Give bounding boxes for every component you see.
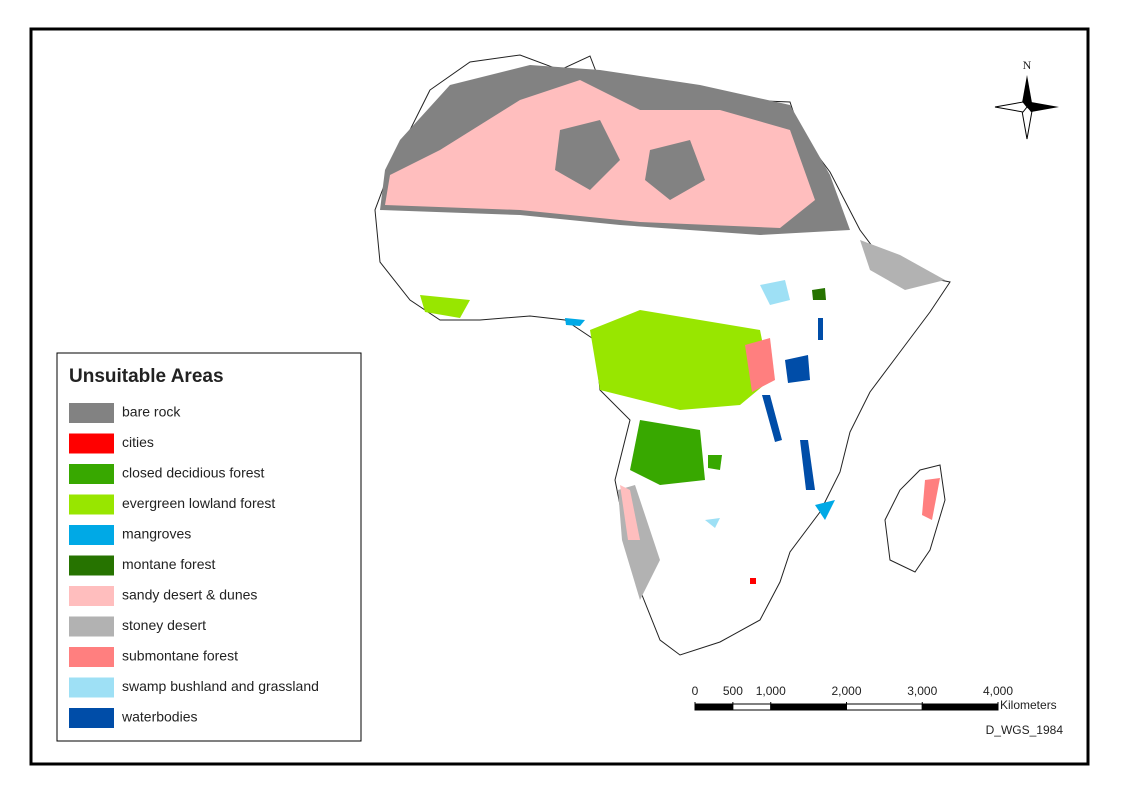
land-cover-patch (760, 280, 790, 305)
land-cover-patch (818, 318, 823, 340)
north-label: N (1023, 58, 1032, 72)
land-cover-patch (750, 578, 756, 584)
legend-label: evergreen lowland forest (122, 495, 275, 511)
land-cover-patch (565, 318, 585, 326)
land-cover (380, 65, 945, 600)
legend-label: montane forest (122, 556, 215, 572)
land-cover-patch (762, 395, 782, 442)
legend-label: sandy desert & dunes (122, 587, 257, 603)
land-cover-patch (860, 240, 945, 290)
land-cover-patch (590, 310, 770, 410)
land-cover-patch (555, 120, 620, 190)
legend-swatch (69, 433, 114, 454)
north-arrow: N (994, 58, 1059, 140)
legend-swatch (69, 555, 114, 576)
land-cover-patch (708, 455, 722, 470)
legend-swatch (69, 616, 114, 637)
scale-segment (846, 703, 923, 711)
legend-label: stoney desert (122, 617, 206, 633)
legend-swatch (69, 403, 114, 423)
legend-label: swamp bushland and grassland (122, 678, 319, 694)
legend-swatch (69, 494, 114, 515)
land-cover-patch (800, 440, 815, 490)
scale-segment (694, 703, 734, 711)
scale-segment (732, 703, 772, 711)
scale-label: 500 (723, 684, 743, 698)
legend-label: closed decidious forest (122, 465, 265, 481)
scale-label: 2,000 (831, 684, 861, 698)
legend-swatch (69, 677, 114, 698)
land-cover-patch (420, 295, 470, 318)
legend-swatch (69, 708, 114, 728)
scale-label: 0 (692, 684, 699, 698)
land-cover-patch (645, 140, 705, 200)
scale-label: 1,000 (756, 684, 786, 698)
legend-swatch (69, 525, 114, 545)
legend-label: submontane forest (122, 648, 238, 664)
legend-swatch (69, 647, 114, 667)
land-cover-patch (922, 478, 940, 520)
legend-title: Unsuitable Areas (69, 366, 224, 387)
legend-swatch (69, 464, 114, 484)
legend-swatch (69, 586, 114, 606)
datum-label: D_WGS_1984 (986, 723, 1064, 737)
scale-segment (921, 703, 999, 711)
land-cover-patch (620, 485, 640, 540)
land-cover-patch (812, 288, 826, 300)
legend-label: mangroves (122, 526, 191, 542)
scale-label: 3,000 (907, 684, 937, 698)
scale-label: 4,000 (983, 684, 1013, 698)
land-cover-patch (745, 338, 775, 392)
land-cover-patch (785, 355, 810, 383)
scale-segment (770, 703, 847, 711)
land-cover-patch (705, 518, 720, 528)
land-cover-patch (815, 500, 835, 520)
legend-label: cities (122, 434, 154, 450)
legend-label: waterbodies (121, 709, 198, 725)
land-cover-patch (630, 420, 705, 485)
legend-label: bare rock (122, 404, 181, 420)
scale-unit: Kilometers (1000, 698, 1057, 712)
